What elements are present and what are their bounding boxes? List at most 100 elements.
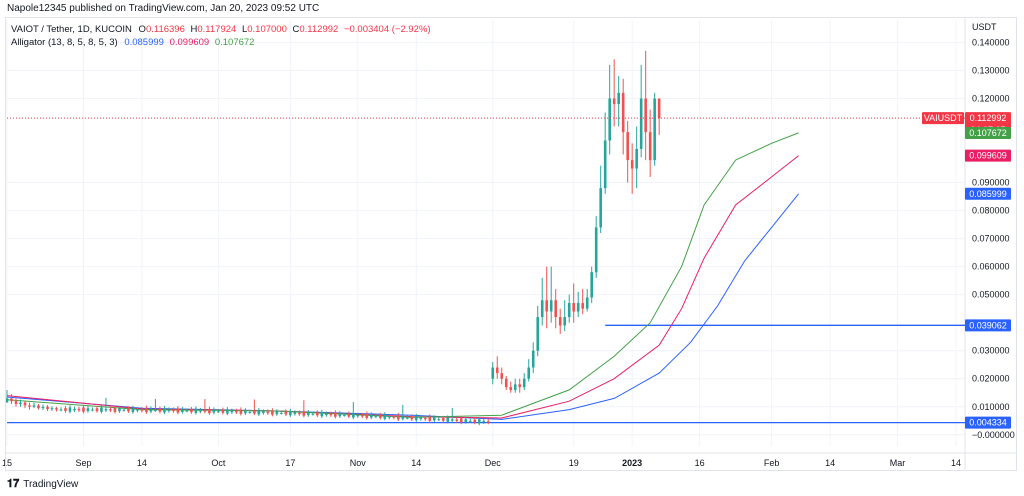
price-tags: VAIUSDT0.11299214:07:070.1076720.0996090… — [922, 112, 1011, 429]
price-tag: 0.107672 — [965, 127, 1011, 140]
chart-legend: VAIOT / Tether, 1D, KUCOIN O0.116396 H0.… — [11, 23, 431, 49]
price-tag-value: 0.004334 — [969, 418, 1007, 428]
candle-body — [32, 405, 36, 407]
candle-body — [50, 408, 54, 410]
candle-body — [311, 413, 315, 415]
candle-body — [109, 409, 112, 411]
candle-body — [167, 409, 171, 412]
time-tick-label: Oct — [211, 458, 226, 468]
candle-body — [293, 412, 297, 414]
candle-body — [531, 350, 535, 368]
candle-body — [347, 413, 351, 417]
candle-body — [567, 303, 571, 318]
candle-body — [212, 409, 216, 413]
candle-body — [199, 410, 202, 412]
candle-body — [603, 140, 607, 189]
price-tag: 0.004334 — [965, 416, 1011, 429]
candle-body — [235, 410, 238, 413]
candle-body — [581, 303, 584, 309]
candle-body — [302, 411, 306, 416]
candle-body — [459, 418, 463, 423]
candle-body — [194, 408, 198, 413]
price-tag-value: 0.112992 — [970, 113, 1007, 123]
alligator-label[interactable]: Alligator (13, 8, 5, 8, 5, 3) — [11, 37, 118, 48]
time-tick-label: 2023 — [622, 458, 642, 468]
chart-grid — [5, 17, 1017, 471]
candle-body — [392, 416, 396, 418]
price-tick-label: 0.020000 — [972, 374, 1010, 384]
candle-body — [280, 412, 283, 414]
price-tag-bg — [965, 416, 1011, 429]
time-tick-label: 14 — [137, 458, 147, 468]
candle-body — [648, 132, 652, 161]
candle-body — [657, 98, 661, 119]
candle-body — [370, 414, 373, 418]
price-tick-label: −0.000000 — [972, 430, 1015, 440]
time-axis[interactable]: 15 Sep 14 Oct 17 Nov 14 Dec 19 2023 16 Feb 14 Mar 14 — [2, 458, 961, 468]
candle-body — [325, 413, 328, 416]
time-tick-label: 17 — [285, 458, 295, 468]
candle-body — [158, 408, 162, 412]
price-tag-value: 0.107672 — [969, 128, 1007, 138]
footer-brand: TradingView — [23, 479, 79, 490]
candle-body — [437, 419, 441, 421]
candle-body — [253, 410, 256, 414]
candle-body — [639, 98, 643, 149]
price-tag: 0.039062 — [965, 319, 1011, 332]
candle-body — [365, 413, 369, 418]
candle-body — [513, 384, 517, 390]
symbol-title[interactable]: VAIOT / Tether, 1D, KUCOIN — [11, 24, 132, 35]
candle-body — [19, 402, 22, 404]
ohlc-low: L0.107000 — [241, 24, 287, 35]
candle-body — [140, 409, 144, 411]
candle-body — [500, 373, 504, 379]
candle-body — [405, 417, 409, 419]
candle-body — [203, 410, 207, 412]
candle-body — [185, 410, 189, 412]
candle-body — [558, 317, 562, 326]
candle-body — [644, 98, 647, 133]
candle-body — [23, 402, 27, 406]
candle-body — [428, 416, 432, 421]
price-tick-label: 0.030000 — [972, 346, 1010, 356]
candle-body — [361, 415, 364, 417]
candle-body — [230, 410, 234, 413]
candle-body — [82, 407, 85, 412]
candle-body — [455, 419, 459, 421]
candle-body — [149, 408, 153, 412]
price-axis[interactable]: 0.140000 0.130000 0.120000 0.090000 0.080000… — [972, 37, 1015, 439]
candle-body — [590, 272, 593, 298]
chart-frame — [5, 17, 1017, 471]
price-tick-label: 0.010000 — [972, 402, 1010, 412]
candle-body — [329, 413, 333, 416]
jaw-value: 0.085999 — [124, 37, 164, 48]
candle-body — [289, 411, 292, 416]
tradingview-logo-icon[interactable]: 𝟏𝟕 — [7, 478, 20, 490]
candle-body — [338, 413, 342, 417]
candle-body — [226, 409, 229, 414]
candle-body — [545, 300, 549, 312]
candle-body — [473, 419, 477, 423]
candle-body — [594, 227, 598, 273]
candle-body — [441, 418, 445, 421]
candle-body — [554, 300, 558, 318]
candle-body — [127, 408, 130, 412]
symbol-tag-label: VAIUSDT — [924, 113, 963, 123]
candle-body — [599, 188, 602, 228]
candle-body — [104, 409, 108, 411]
candle-body — [284, 411, 288, 415]
candle-body — [55, 408, 58, 410]
horizontal-lines — [7, 324, 965, 424]
footer: 𝟏𝟕 TradingView — [7, 478, 78, 491]
candle-body — [356, 414, 360, 417]
candle-body — [86, 408, 90, 412]
candle-body — [37, 405, 40, 409]
candle-body — [41, 406, 45, 409]
candle-body — [383, 414, 387, 419]
candle-body — [576, 303, 580, 312]
candle-body — [190, 409, 193, 413]
candle-body — [271, 410, 274, 415]
price-tick-label: 0.120000 — [972, 93, 1010, 103]
candle-body — [379, 415, 382, 418]
